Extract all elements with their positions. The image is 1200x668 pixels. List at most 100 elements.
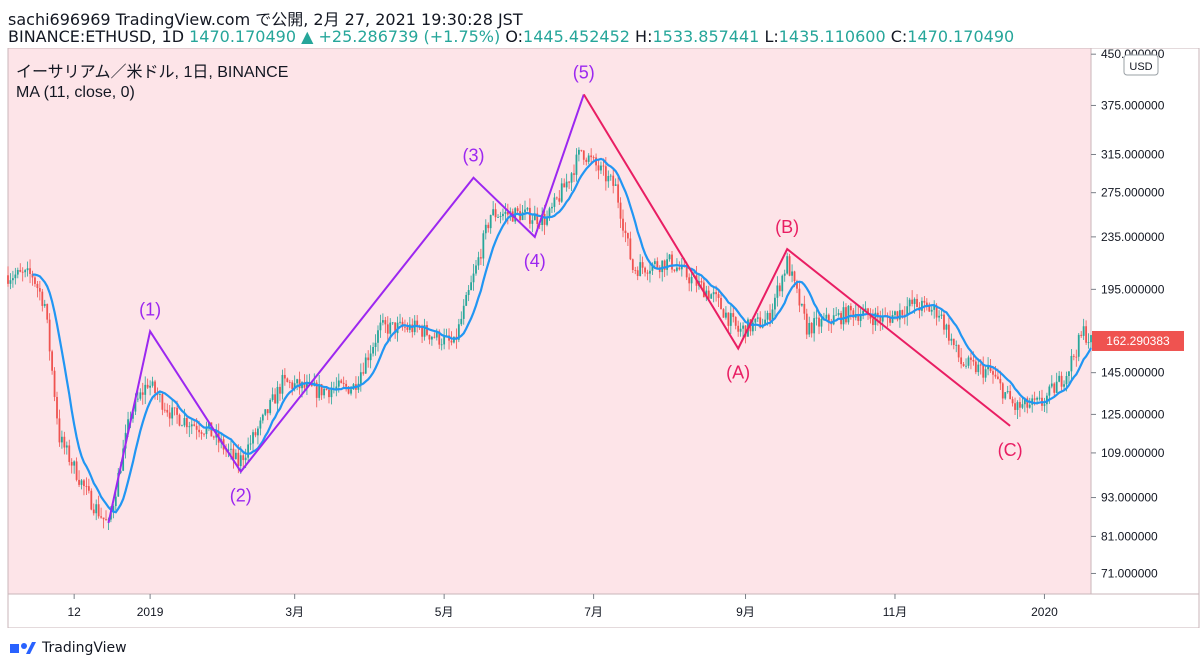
- candle: [607, 170, 610, 188]
- price-axis[interactable]: [1090, 48, 1200, 595]
- candle: [788, 253, 791, 277]
- candle: [492, 201, 495, 216]
- candle: [467, 285, 470, 302]
- candle: [100, 507, 103, 519]
- price-tick: 275.000000: [1091, 186, 1165, 200]
- candle: [166, 403, 169, 417]
- time-tick: 5月: [435, 594, 453, 619]
- candle: [570, 172, 573, 191]
- candle: [281, 369, 284, 400]
- candle: [472, 264, 475, 291]
- candle: [48, 313, 51, 361]
- candle: [234, 449, 237, 460]
- candle: [533, 205, 536, 221]
- candle: [477, 251, 480, 270]
- candle: [896, 310, 899, 322]
- svg-text:375.000000: 375.000000: [1101, 98, 1165, 112]
- candle: [646, 269, 649, 281]
- candle: [622, 209, 624, 238]
- candle: [43, 299, 46, 308]
- candle: [609, 173, 612, 181]
- price-tick: 93.000000: [1091, 491, 1158, 505]
- wave-label: (A): [726, 363, 750, 383]
- low-value: 1435.110600: [778, 27, 886, 46]
- candle: [960, 348, 963, 369]
- candle: [644, 266, 646, 277]
- candle: [479, 248, 482, 265]
- candle: [36, 281, 39, 298]
- candle: [7, 266, 9, 287]
- time-tick: 2020: [1031, 594, 1058, 619]
- svg-text:3月: 3月: [285, 605, 304, 619]
- close-value: 1470.170490: [907, 27, 1015, 46]
- candle: [499, 211, 502, 224]
- candle: [78, 470, 80, 488]
- candle: [146, 378, 149, 389]
- candle: [974, 356, 977, 375]
- candle: [38, 280, 41, 301]
- time-axis[interactable]: [7, 593, 1200, 628]
- candle: [494, 203, 497, 222]
- time-tick: 2019: [137, 594, 164, 619]
- candle: [568, 181, 571, 189]
- candle: [560, 178, 563, 203]
- candle: [688, 273, 691, 292]
- price-chart[interactable]: (1)(2)(3)(4)(5)(A)(B)(C) 450.000000375.0…: [0, 48, 1200, 628]
- candle: [271, 387, 274, 402]
- candle: [21, 267, 24, 282]
- wave-label: (4): [524, 251, 546, 271]
- candle: [430, 335, 433, 346]
- svg-text:2020: 2020: [1031, 605, 1058, 619]
- candle: [690, 270, 693, 292]
- candle: [298, 371, 301, 395]
- candle: [668, 253, 671, 262]
- candle: [778, 282, 781, 297]
- candle: [835, 307, 838, 316]
- plot-area[interactable]: [7, 48, 1092, 595]
- price-tick: 71.000000: [1091, 566, 1158, 580]
- candle: [712, 286, 715, 303]
- candle: [65, 441, 68, 455]
- candle: [41, 288, 44, 312]
- candle: [85, 477, 88, 496]
- svg-text:9月: 9月: [736, 605, 755, 619]
- candle: [524, 200, 526, 220]
- candle: [600, 161, 602, 174]
- candle: [710, 293, 713, 299]
- candle: [612, 168, 615, 194]
- candle: [847, 304, 850, 325]
- candle: [729, 304, 732, 335]
- candle: [786, 252, 789, 275]
- candle: [51, 349, 54, 375]
- candle: [595, 153, 597, 172]
- candle: [386, 316, 389, 341]
- candle: [185, 416, 188, 434]
- candle: [617, 177, 620, 209]
- candle: [1004, 392, 1007, 400]
- candle: [95, 499, 98, 521]
- candle: [764, 310, 767, 326]
- candle: [401, 317, 404, 331]
- candle: [63, 431, 66, 455]
- candle: [482, 230, 485, 266]
- candle: [558, 190, 561, 205]
- candle: [31, 270, 34, 286]
- candle: [673, 269, 676, 273]
- wave-label: (2): [230, 486, 252, 506]
- candle: [565, 173, 568, 192]
- candle: [487, 222, 490, 233]
- candle: [139, 388, 142, 401]
- currency-badge[interactable]: [1123, 54, 1159, 76]
- open-value: 1445.452452: [523, 27, 630, 46]
- candle: [291, 380, 294, 396]
- candle: [578, 147, 580, 162]
- candle: [369, 345, 372, 369]
- candle: [1058, 371, 1061, 383]
- candle: [97, 495, 100, 519]
- high-value: 1533.857441: [652, 27, 760, 46]
- candle: [580, 149, 583, 152]
- candle: [428, 334, 431, 345]
- candle: [707, 285, 710, 301]
- candle: [837, 309, 840, 317]
- candle: [940, 309, 943, 320]
